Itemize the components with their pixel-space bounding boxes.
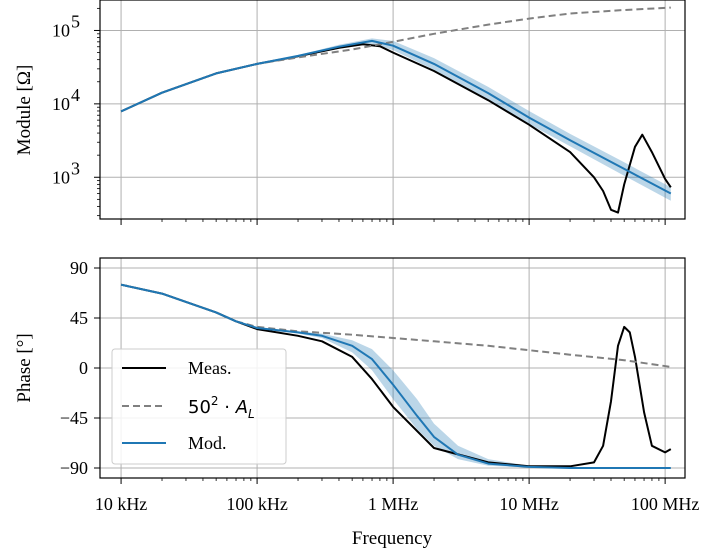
x-tick-label: 100 MHz xyxy=(631,494,700,514)
legend-label-al: 502 · AL xyxy=(188,394,255,421)
x-tick-label: 10 kHz xyxy=(95,494,148,514)
y-tick-label: 10 xyxy=(52,20,70,40)
phase-grid xyxy=(100,258,685,478)
series-line-2 xyxy=(120,39,672,195)
module-plot-area xyxy=(100,0,685,219)
phase-ylabel: Phase [°] xyxy=(14,333,35,402)
panel-phase: 10 kHz 100 kHz 1 MHz 10 MHz 100 MHz 90 45 0 −45 −… xyxy=(14,257,700,549)
y-tick-label: 45 xyxy=(70,308,88,328)
module-grid xyxy=(100,0,685,219)
y-tick-label: 90 xyxy=(70,258,88,278)
y-tick-label: −45 xyxy=(60,408,88,428)
y-tick-label: 10 xyxy=(52,94,70,114)
x-axis-label: Frequency xyxy=(352,528,433,549)
module-axes-frame xyxy=(99,0,686,220)
x-tick-label: 100 kHz xyxy=(226,494,288,514)
legend-label-meas: Meas. xyxy=(188,358,232,378)
y-tick-label: −90 xyxy=(60,458,88,478)
axes-frame-rect xyxy=(99,0,686,220)
phase-model-band xyxy=(121,284,671,468)
y-tick-label: 10 xyxy=(52,167,70,187)
y-tick-exponent: 5 xyxy=(71,11,80,31)
legend: Meas. 502 · AL Mod. xyxy=(111,348,287,465)
y-tick-exponent: 3 xyxy=(71,158,80,178)
x-tick-label: 10 MHz xyxy=(499,494,559,514)
module-series-lines xyxy=(120,6,672,214)
phase-series-lines xyxy=(120,283,672,469)
x-tick-label: 1 MHz xyxy=(368,494,419,514)
module-ylabel: Module [Ω] xyxy=(14,65,35,156)
y-tick-label: 0 xyxy=(79,358,88,378)
legend-label-mod: Mod. xyxy=(188,433,227,453)
legend-box xyxy=(111,348,287,465)
y-tick-exponent: 4 xyxy=(71,85,80,105)
phase-ticks: 10 kHz 100 kHz 1 MHz 10 MHz 100 MHz 90 45 0 −45 −… xyxy=(60,258,700,514)
series-line-2 xyxy=(120,283,671,469)
band-2 xyxy=(121,284,671,468)
